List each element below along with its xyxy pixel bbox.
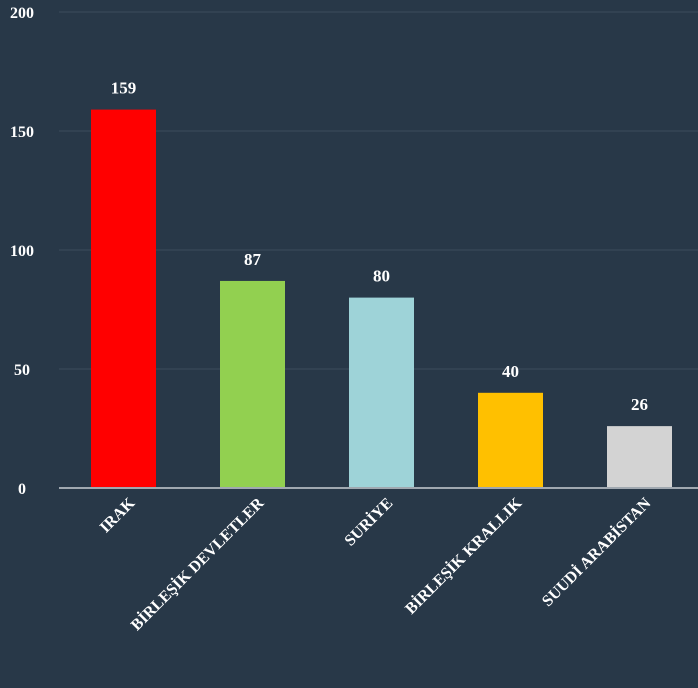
y-tick-label: 200: [10, 5, 34, 22]
x-category-label: BİRLEŞİK DEVLETLER: [127, 493, 268, 634]
x-category-label: SUUDİ ARABİSTAN: [538, 493, 655, 610]
bar: [220, 280, 285, 488]
data-label: 40: [502, 362, 519, 381]
y-tick-label: 50: [14, 362, 30, 379]
data-label: 80: [373, 267, 390, 286]
data-label: 87: [244, 250, 262, 269]
y-tick-label: 100: [10, 243, 34, 260]
y-tick-label: 150: [10, 124, 34, 141]
bar: [478, 392, 543, 488]
x-category-label: BİRLEŞİK KRALLIK: [401, 493, 526, 618]
bar: [607, 426, 672, 488]
y-tick-label: 0: [18, 481, 26, 498]
bars: [91, 109, 672, 488]
y-axis: 0 50 100 150 200: [10, 5, 34, 498]
bar: [91, 109, 156, 488]
bar: [349, 297, 414, 488]
x-category-label: SURİYE: [340, 493, 396, 549]
x-category-label: IRAK: [97, 494, 139, 536]
data-label: 26: [631, 395, 648, 414]
data-labels: 159 87 80 40 26: [111, 79, 648, 415]
data-label: 159: [111, 79, 137, 98]
